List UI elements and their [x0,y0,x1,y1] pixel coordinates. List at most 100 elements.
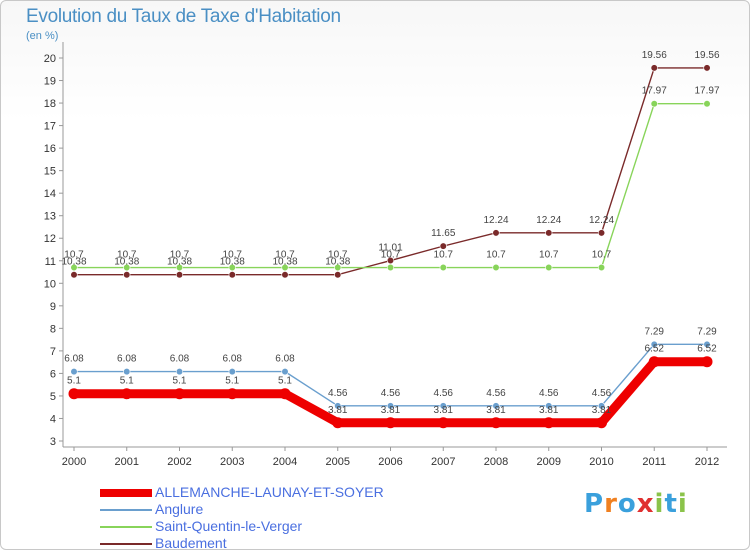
y-tick-label: 8 [50,323,56,335]
data-point [175,263,184,272]
data-label: 10.7 [170,250,190,261]
data-point [281,271,289,279]
logo-letter: o [617,489,637,519]
data-label: 5.1 [225,376,239,387]
data-label: 10.38 [167,257,192,268]
logo-letter: r [604,489,618,519]
data-label: 10.38 [325,257,350,268]
data-label: 4.56 [328,388,348,399]
y-tick-label: 12 [44,233,56,245]
data-point [439,242,447,250]
data-point [597,402,606,410]
data-point [123,263,131,272]
data-label: 3.81 [592,405,612,416]
y-tick-label: 13 [44,211,56,223]
data-point [545,402,553,410]
legend-swatch [100,489,152,497]
x-tick-label: 2001 [115,456,139,468]
data-point [703,340,711,348]
data-point [701,356,713,368]
data-label: 12.24 [589,215,614,226]
data-label: 10.7 [117,250,137,261]
data-label: 10.7 [64,250,84,261]
data-label: 10.38 [272,257,297,268]
data-point [439,263,447,272]
y-tick-label: 20 [44,53,56,65]
y-tick-label: 5 [50,391,56,403]
x-tick-label: 2008 [484,456,508,468]
x-tick-label: 2009 [537,456,561,468]
data-label: 10.7 [486,250,506,261]
data-point [650,64,658,72]
data-point [334,263,342,272]
legend-swatch [100,509,152,511]
logo-letter: x [636,489,655,519]
data-point [332,417,344,429]
data-label: 10.38 [220,257,245,268]
data-label: 3.81 [328,405,348,416]
x-tick-label: 2007 [431,456,455,468]
data-point [703,64,711,72]
legend-label: Anglure [155,501,204,517]
logo-letter: P [584,489,605,519]
data-label: 10.7 [592,250,612,261]
data-label: 19.56 [642,50,667,61]
data-point [281,263,289,272]
x-tick-label: 2012 [695,456,719,468]
data-point [228,271,236,279]
data-label: 4.56 [381,388,401,399]
y-tick-label: 15 [44,166,56,178]
data-point [334,271,342,279]
x-tick-label: 2010 [589,456,613,468]
data-point [596,417,607,429]
data-label: 10.7 [275,250,295,261]
data-point [70,368,78,376]
data-point [437,417,449,429]
data-label: 6.08 [223,354,243,365]
x-tick-label: 2005 [326,456,350,468]
data-label: 17.97 [694,86,719,97]
proxiti-logo: Proxiti [584,489,688,519]
data-label: 12.24 [483,215,508,226]
data-point [545,263,553,272]
x-tick-label: 2002 [167,456,191,468]
x-tick-label: 2003 [220,456,244,468]
data-label: 6.08 [64,354,84,365]
data-point [175,368,184,376]
legend-swatch [100,526,152,528]
y-tick-label: 19 [44,76,56,88]
data-label: 4.56 [592,388,612,399]
data-point [174,388,185,400]
data-label: 6.08 [275,354,295,365]
y-tick-label: 16 [44,143,56,155]
data-label: 5.1 [67,376,81,387]
data-point [490,417,502,429]
data-point [650,100,658,108]
data-point [281,368,289,376]
data-point [597,263,606,272]
data-point [175,271,184,279]
data-label: 10.38 [114,257,139,268]
logo-letter: i [677,489,688,519]
data-label: 3.81 [381,405,401,416]
data-point [121,388,133,400]
data-label: 10.7 [539,250,559,261]
data-point [648,356,660,368]
unit-label: (en %) [26,30,59,42]
data-point [492,229,500,237]
x-tick-label: 2000 [62,456,86,468]
legend-label: Saint-Quentin-le-Verger [155,518,303,534]
y-tick-label: 17 [44,121,56,133]
data-label: 4.56 [539,388,559,399]
data-point [226,388,238,400]
data-label: 3.81 [434,405,454,416]
data-label: 10.38 [61,257,86,268]
data-label: 6.52 [697,344,717,355]
data-label: 17.97 [642,86,667,97]
data-label: 6.52 [645,344,665,355]
x-tick-label: 2004 [273,456,297,468]
data-point [439,402,447,410]
chart-title: Evolution du Taux de Taxe d'Habitation [26,6,341,27]
y-tick-label: 4 [50,413,56,425]
